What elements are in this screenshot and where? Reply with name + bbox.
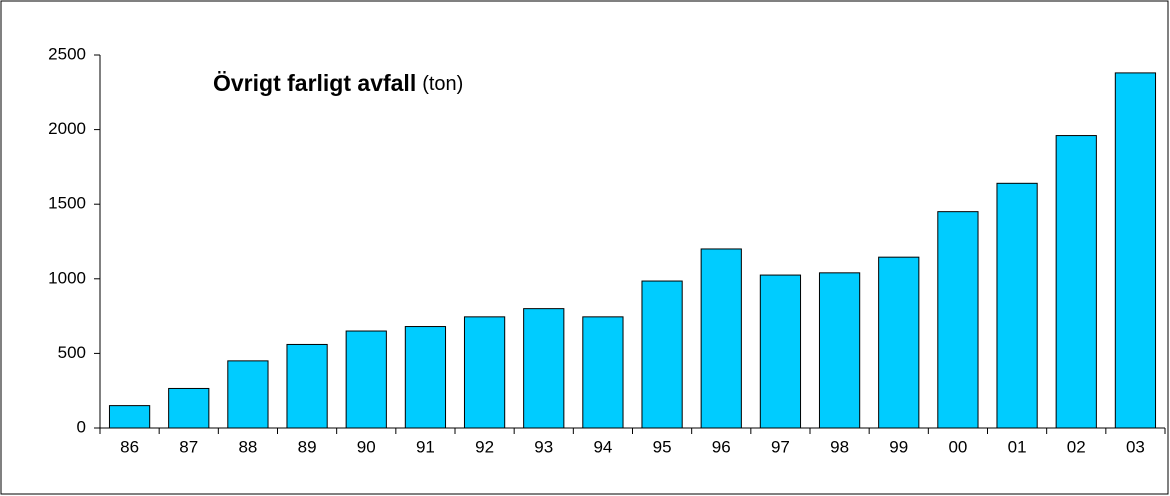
x-tick-label: 97 bbox=[771, 437, 790, 456]
title-main: Övrigt farligt avfall bbox=[213, 70, 416, 96]
y-tick-label: 2500 bbox=[48, 44, 86, 63]
bar bbox=[227, 360, 269, 429]
bar bbox=[700, 248, 742, 429]
bar bbox=[1114, 72, 1157, 429]
x-tick-label: 03 bbox=[1126, 437, 1145, 456]
bar bbox=[286, 343, 328, 429]
bar bbox=[108, 405, 151, 429]
bar bbox=[1055, 135, 1097, 429]
x-tick-label: 99 bbox=[889, 437, 908, 456]
bar bbox=[996, 182, 1038, 429]
x-tick-label: 94 bbox=[593, 437, 612, 456]
bar bbox=[582, 316, 624, 429]
bar bbox=[523, 308, 565, 429]
y-tick-label: 1500 bbox=[48, 194, 86, 213]
title-unit: (ton) bbox=[422, 73, 463, 95]
bar bbox=[641, 280, 683, 429]
x-tick-label: 86 bbox=[120, 437, 139, 456]
bar bbox=[168, 387, 210, 429]
y-tick-label: 0 bbox=[77, 417, 86, 436]
bar bbox=[937, 211, 979, 429]
x-tick-label: 02 bbox=[1067, 437, 1086, 456]
x-tick-label: 87 bbox=[179, 437, 198, 456]
bar bbox=[878, 256, 920, 429]
x-tick-label: 91 bbox=[416, 437, 435, 456]
bar bbox=[759, 274, 802, 429]
x-tick-label: 96 bbox=[712, 437, 731, 456]
x-tick-label: 98 bbox=[830, 437, 849, 456]
x-tick-label: 88 bbox=[238, 437, 257, 456]
y-tick-label: 2000 bbox=[48, 119, 86, 138]
x-tick-label: 92 bbox=[475, 437, 494, 456]
bar bbox=[404, 326, 447, 429]
x-tick-label: 93 bbox=[534, 437, 553, 456]
x-tick-label: 90 bbox=[357, 437, 376, 456]
chart-title: Övrigt farligt avfall (ton) bbox=[213, 70, 463, 96]
x-tick-label: 95 bbox=[653, 437, 672, 456]
x-tick-label: 89 bbox=[298, 437, 317, 456]
bar bbox=[345, 330, 387, 429]
y-tick-label: 500 bbox=[58, 343, 86, 362]
x-tick-label: 01 bbox=[1008, 437, 1027, 456]
y-tick-label: 1000 bbox=[48, 268, 86, 287]
bar bbox=[818, 272, 861, 429]
x-tick-label: 00 bbox=[948, 437, 967, 456]
bar bbox=[463, 316, 506, 429]
